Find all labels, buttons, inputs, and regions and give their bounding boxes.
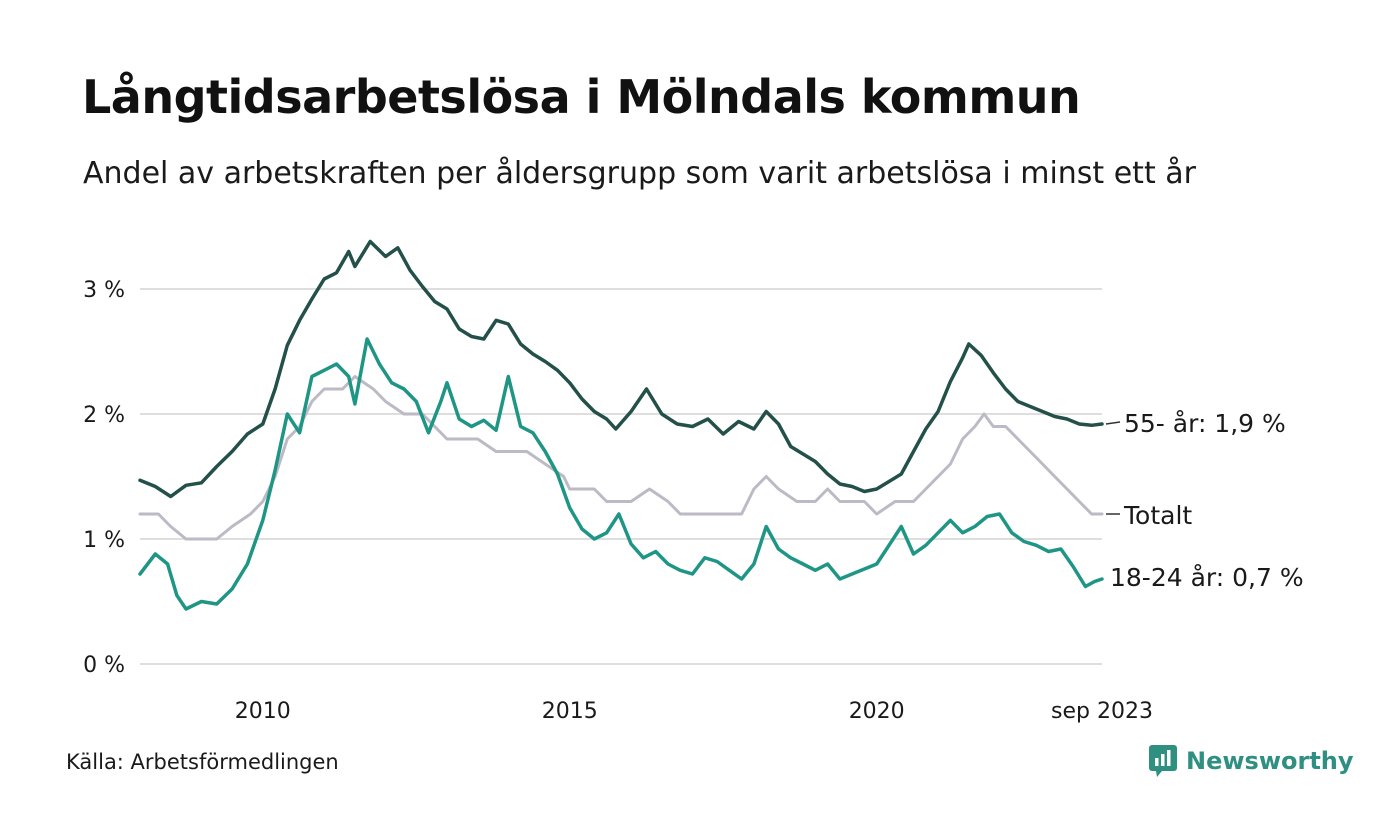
grid-lines bbox=[140, 288, 1102, 665]
y-tick-label: 2 % bbox=[83, 403, 125, 428]
y-tick-label: 1 % bbox=[83, 528, 125, 553]
series-end-label-0: 55- år: 1,9 % bbox=[1124, 409, 1286, 438]
series-end-label-2: 18-24 år: 0,7 % bbox=[1110, 563, 1304, 592]
label-leader-0 bbox=[1105, 421, 1121, 425]
series-line-1 bbox=[138, 375, 1104, 541]
y-axis: 0 % 1 % 2 % 3 % bbox=[83, 278, 125, 678]
x-tick-label: sep 2023 bbox=[1051, 699, 1153, 724]
series-line-0 bbox=[138, 239, 1104, 499]
x-tick-label: 2010 bbox=[235, 699, 291, 724]
brand-name: Newsworthy bbox=[1186, 747, 1354, 775]
x-axis: 2010 2015 2020 sep 2023 bbox=[235, 699, 1153, 724]
chart-subtitle: Andel av arbetskraften per åldersgrupp s… bbox=[83, 156, 1196, 191]
series-lines bbox=[138, 239, 1104, 611]
series-end-labels: 55- år: 1,9 % Totalt 18-24 år: 0,7 % bbox=[1105, 409, 1304, 592]
x-tick-label: 2015 bbox=[542, 699, 598, 724]
newsworthy-icon bbox=[1149, 745, 1177, 777]
y-tick-label: 0 % bbox=[83, 653, 125, 678]
series-line-2 bbox=[138, 337, 1104, 611]
brand-logo[interactable]: Newsworthy bbox=[1148, 744, 1354, 778]
x-tick-label: 2020 bbox=[849, 699, 905, 724]
chart-title: Långtidsarbetslösa i Mölndals kommun bbox=[82, 70, 1081, 124]
source-note: Källa: Arbetsförmedlingen bbox=[66, 750, 339, 774]
y-tick-label: 3 % bbox=[83, 278, 125, 303]
series-end-label-1: Totalt bbox=[1123, 501, 1192, 530]
